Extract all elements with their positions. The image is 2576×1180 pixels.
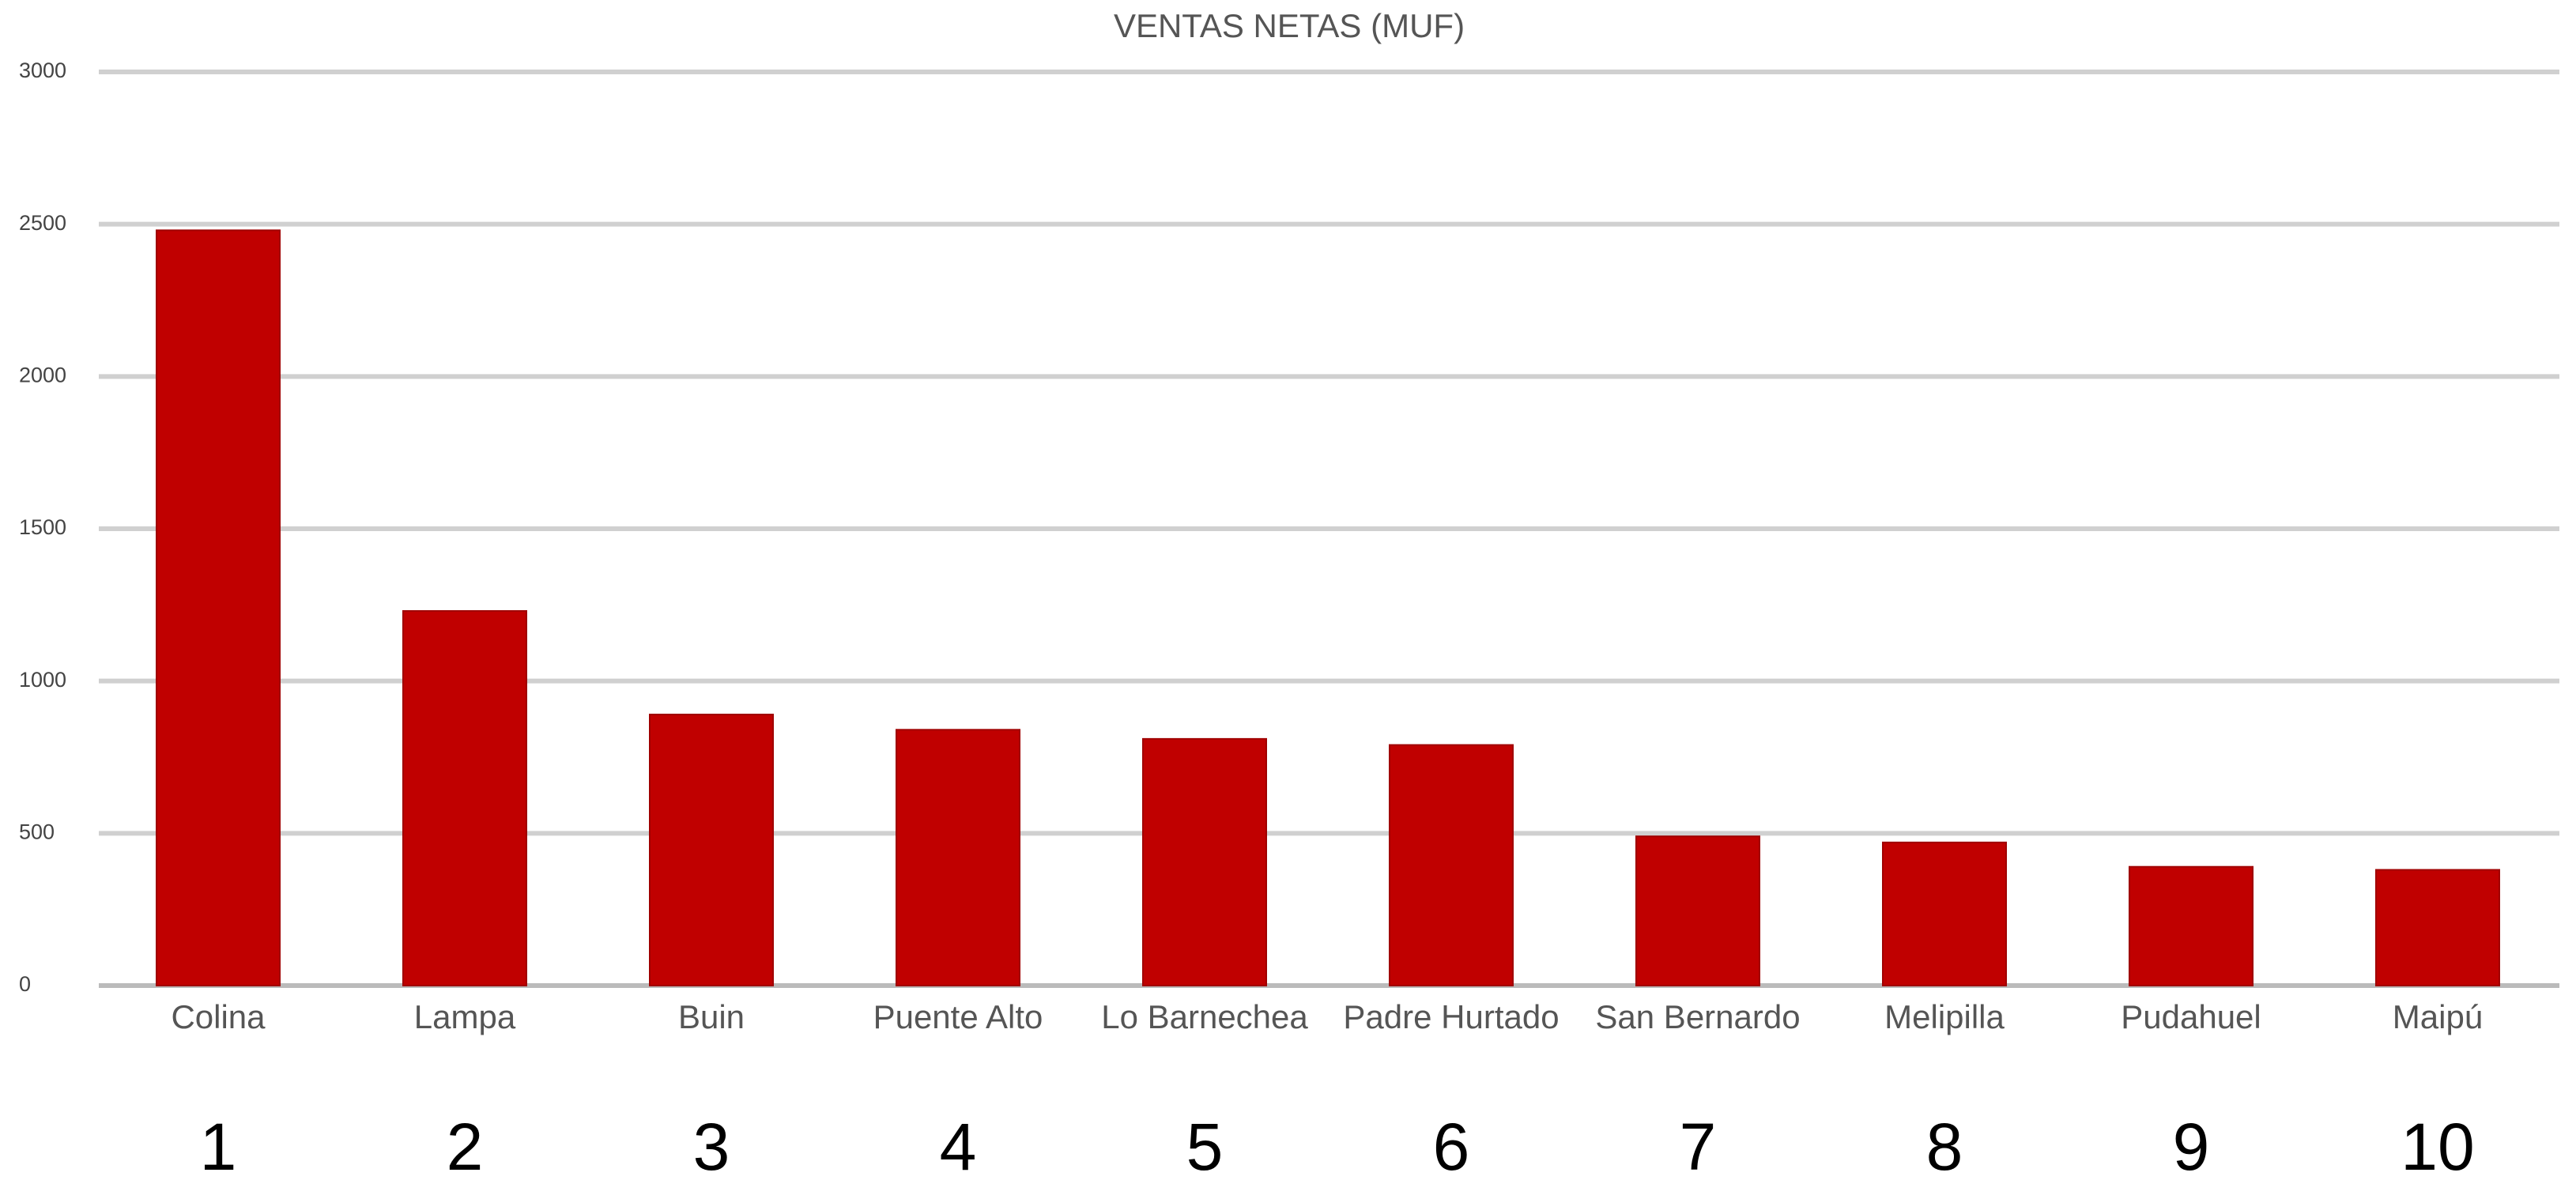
bar (1142, 737, 1267, 986)
y-tick-label: 2000 (19, 363, 66, 386)
rank-label: 1 (200, 1110, 237, 1180)
rank-label: 6 (1433, 1110, 1470, 1180)
bar (1882, 841, 2007, 986)
x-tick-label: Buin (678, 998, 745, 1035)
rank-label: 3 (693, 1110, 730, 1180)
x-tick-label: San Bernardo (1595, 998, 1800, 1035)
x-tick-label: Maipú (2393, 998, 2483, 1035)
y-tick-label: 3000 (19, 58, 66, 82)
rank-label: 2 (447, 1110, 484, 1180)
bar (402, 610, 527, 986)
bar (896, 729, 1020, 986)
x-tick-label: Puente Alto (873, 998, 1043, 1035)
x-tick-label: Padre Hurtado (1343, 998, 1559, 1035)
bar (2129, 865, 2254, 986)
bar (1635, 835, 1760, 986)
x-tick-label: Lampa (414, 998, 516, 1035)
y-tick-label: 1500 (19, 515, 66, 539)
y-tick-label: 500 (19, 820, 55, 843)
y-tick-label: 2500 (19, 211, 66, 235)
rank-label: 8 (1926, 1110, 1963, 1180)
bar (649, 714, 774, 986)
y-tick-label: 1000 (19, 668, 66, 692)
x-tick-label: Lo Barnechea (1101, 998, 1308, 1035)
rank-label: 5 (1186, 1110, 1224, 1180)
bar (156, 229, 281, 986)
rank-label: 9 (2173, 1110, 2210, 1180)
rank-label: 4 (940, 1110, 977, 1180)
bar (1389, 744, 1514, 986)
rank-label: 10 (2401, 1110, 2474, 1180)
rank-label: 7 (1680, 1110, 1717, 1180)
x-tick-label: Pudahuel (2121, 998, 2261, 1035)
chart-title: VENTAS NETAS (MUF) (1114, 7, 1465, 44)
bar (2375, 869, 2500, 987)
y-tick-label: 0 (19, 972, 31, 996)
x-tick-label: Melipilla (1884, 998, 2005, 1035)
x-tick-label: Colina (171, 998, 266, 1035)
